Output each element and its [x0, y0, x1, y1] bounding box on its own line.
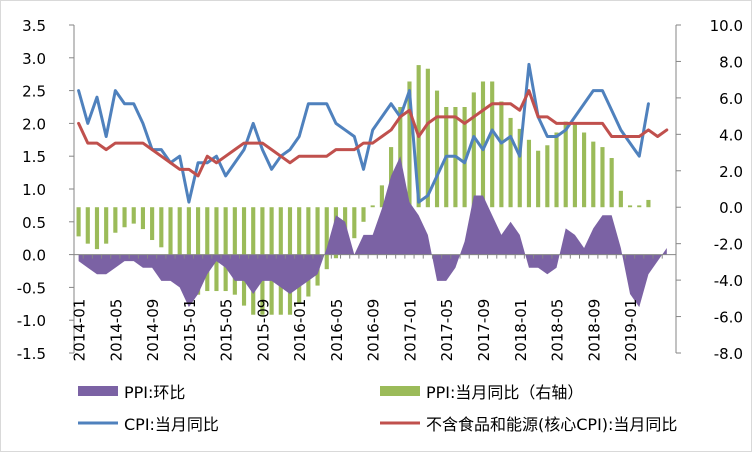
ppi-yoy-bar [85, 207, 90, 244]
ppi-yoy-bar [490, 81, 495, 208]
y-right-tick-label: -2.0 [714, 236, 743, 254]
ppi-yoy-bar [94, 207, 100, 250]
ppi-yoy-bar [232, 207, 237, 295]
y-left-tick-label: 3.0 [22, 50, 46, 68]
ppi-yoy-bar [646, 199, 651, 208]
ppi-yoy-bar [196, 207, 201, 295]
y-left-tick-label: 2.0 [22, 115, 46, 133]
x-tick-label: 2018-09 [585, 299, 603, 362]
ppi-yoy-bar [76, 207, 81, 237]
y-right-tick-label: 2.0 [719, 163, 743, 181]
y-right-tick-label: 0.0 [719, 199, 743, 217]
ppi-yoy-bar [572, 123, 577, 208]
ppi-yoy-bar [434, 90, 440, 208]
ppi-yoy-bar [370, 205, 375, 208]
ppi-yoy-bar [177, 207, 182, 268]
x-tick-label: 2014-05 [107, 299, 125, 362]
ppi-yoy-bar [352, 207, 357, 239]
x-tick-label: 2015-01 [181, 299, 199, 362]
y-right-tick-label: -4.0 [714, 272, 743, 290]
y-right-tick-label: -6.0 [714, 309, 743, 327]
ppi-yoy-bar [536, 150, 541, 208]
ppi-yoy-bar [618, 190, 623, 208]
y-left-tick-label: -0.5 [17, 279, 46, 297]
ppi-yoy-bar [526, 139, 532, 208]
ppi-yoy-bar [407, 81, 412, 208]
ppi-yoy-bar [186, 207, 191, 286]
ppi-yoy-bar [462, 107, 467, 208]
x-tick-label: 2016-01 [291, 299, 309, 362]
cpi-lines-group [77, 62, 669, 204]
ppi-yoy-bar [150, 207, 155, 241]
ppi-yoy-bar [508, 117, 513, 208]
ppi-yoy-bar [637, 205, 642, 208]
ppi-yoy-bar [140, 207, 145, 230]
ppi-yoy-bar [517, 128, 522, 208]
ppi-yoy-bar [131, 207, 136, 224]
ppi-yoy-bar [324, 207, 329, 270]
ppi-yoy-bar [168, 207, 173, 257]
y-left-tick-label: 0.5 [22, 214, 46, 232]
ppi-yoy-bar [306, 207, 311, 297]
legend-label: CPI:当月同比 [124, 415, 219, 434]
y-left-tick-label: 0.0 [22, 247, 46, 265]
ppi-yoy-bar [627, 205, 633, 208]
ppi-yoy-bar [480, 81, 486, 208]
y-left-tick-label: -1.0 [17, 312, 46, 330]
x-tick-label: 2017-01 [401, 299, 419, 362]
legend: PPI:环比 PPI:当月同比（右轴） CPI:当月同比 不含食品和能源(核心CPI)… [78, 383, 677, 434]
axes-group: -1.5 -1.0 -0.5 0.0 0.5 1.0 1.5 2.0 2.5 3.0 3.5 -8.0… [17, 17, 743, 363]
y-left-tick-label: 3.5 [22, 17, 46, 35]
ppi-yoy-bar [214, 207, 219, 292]
ppi-yoy-bar [361, 207, 366, 222]
x-tick-label: 2015-09 [254, 299, 272, 362]
ppi-yoy-bar [379, 185, 384, 208]
x-tick-label: 2017-09 [475, 299, 493, 362]
ppi-yoy-bar [582, 132, 587, 208]
ppi-yoy-bar [113, 207, 118, 233]
core-cpi-yoy-line [77, 89, 669, 178]
ppi-yoy-bar [471, 92, 476, 208]
ppi-yoy-bar [122, 207, 127, 228]
ppi-yoy-bar [223, 207, 228, 292]
legend-label: 不含食品和能源(核心CPI):当月同比 [426, 415, 677, 434]
y-right-tick-label: -8.0 [714, 345, 743, 363]
ppi-yoy-bar [499, 101, 504, 208]
x-tick-label: 2018-01 [512, 299, 530, 362]
ppi-yoy-bar [563, 121, 568, 208]
y-right-tick-label: 6.0 [719, 90, 743, 108]
ppi-yoy-bar [425, 68, 430, 208]
legend-label: PPI:环比 [124, 383, 185, 402]
y-left-tick-label: 1.0 [22, 181, 46, 199]
ppi-yoy-bar [205, 207, 210, 292]
x-tick-label: 2016-05 [328, 299, 346, 362]
y-left-tick-label: 1.5 [22, 148, 46, 166]
x-tick-label: 2016-09 [365, 299, 383, 362]
cpi-yoy-line [77, 62, 650, 204]
ppi-yoy-bar [315, 207, 320, 286]
y-right-tick-label: 4.0 [719, 126, 743, 144]
ppi-yoy-bar [104, 207, 109, 244]
legend-swatch [78, 386, 118, 396]
ppi-yoy-bar [545, 145, 550, 208]
y-left-tick-label: 2.5 [22, 83, 46, 101]
ppi-yoy-bar [600, 147, 605, 208]
x-tick-label: 2019-01 [622, 299, 640, 362]
ppi-yoy-bar [554, 132, 559, 208]
ppi-yoy-bar [159, 207, 164, 248]
x-tick-label: 2014-01 [71, 299, 89, 362]
y-right-tick-label: 10.0 [710, 17, 743, 35]
y-left-tick-label: -1.5 [17, 345, 46, 363]
x-tick-label: 2015-05 [218, 299, 236, 362]
x-tick-label: 2017-05 [438, 299, 456, 362]
x-tick-label: 2014-09 [144, 299, 162, 362]
y-right-tick-label: 8.0 [719, 53, 743, 71]
x-tick-label: 2018-05 [549, 299, 567, 362]
legend-swatch [380, 386, 420, 396]
legend-label: PPI:当月同比（右轴） [426, 383, 583, 402]
ppi-yoy-bar [591, 141, 596, 208]
ppi-yoy-bar [609, 158, 614, 208]
